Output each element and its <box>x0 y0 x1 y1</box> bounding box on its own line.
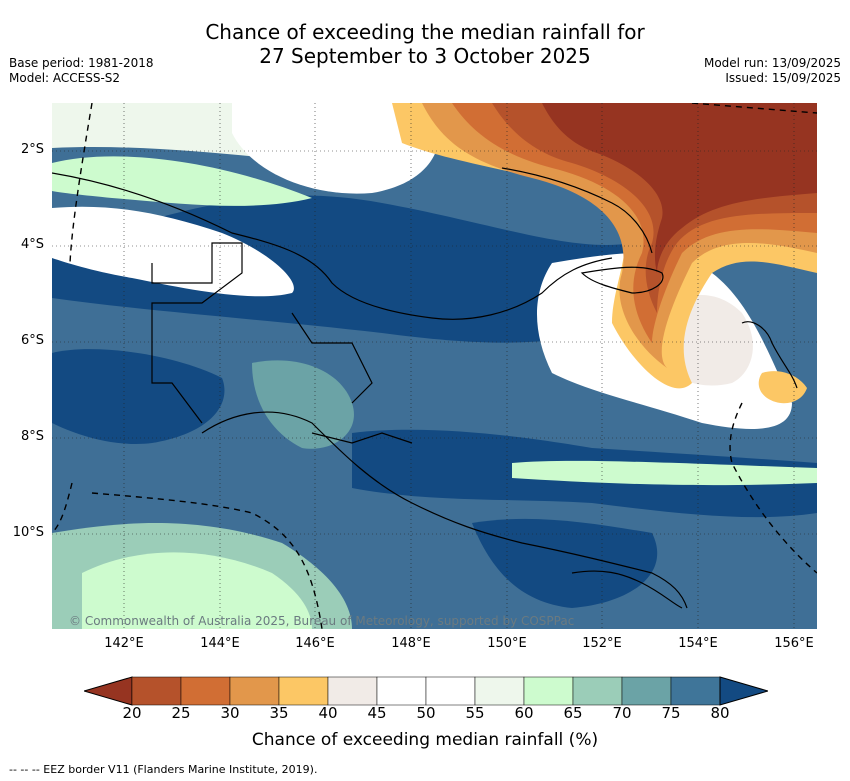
lon-label-146e: 146°E <box>295 636 335 651</box>
colorbar-tick-label: 45 <box>367 704 387 722</box>
new-ireland <box>501 167 653 254</box>
new-britain <box>580 266 664 294</box>
lon-label-150e: 150°E <box>487 636 527 651</box>
lon-label-156e: 156°E <box>774 636 814 651</box>
eez-border <box>52 103 817 629</box>
lon-label-154e: 154°E <box>678 636 718 651</box>
base-period: Base period: 1981-2018 <box>9 56 154 70</box>
copyright-credit: © Commonwealth of Australia 2025, Bureau… <box>69 614 575 628</box>
band-light-green-west <box>52 156 312 206</box>
lat-label-6s: 6°S <box>20 333 44 348</box>
colorbar-tick-label: 80 <box>710 704 730 722</box>
colorbar-tick-label: 30 <box>220 704 240 722</box>
lon-label-142e: 142°E <box>104 636 144 651</box>
colorbar-tick-label: 70 <box>612 704 632 722</box>
lon-label-148e: 148°E <box>391 636 431 651</box>
map-canvas <box>52 103 817 629</box>
band-60-65 <box>82 552 312 629</box>
new-guinea-north-coast <box>52 172 613 320</box>
colorbar-tick-label: 35 <box>269 704 289 722</box>
colorbar-tick-label: 75 <box>661 704 681 722</box>
colorbar-label: Chance of exceeding median rainfall (%) <box>251 730 599 750</box>
band-white-north <box>232 103 440 194</box>
colorbar-cell <box>376 676 427 706</box>
new-guinea-south-coast <box>201 411 688 609</box>
title-line-2: 27 September to 3 October 2025 <box>259 44 591 68</box>
lat-label-2s: 2°S <box>20 142 44 157</box>
colorbar-arrow-high <box>719 676 768 706</box>
meta-left: Base period: 1981-2018 Model: ACCESS-S2 <box>9 56 154 86</box>
colorbar-tick-label: 50 <box>416 704 436 722</box>
band-75-80-west <box>52 349 225 444</box>
colorbar-cell <box>131 676 182 706</box>
colorbar-cell <box>327 676 378 706</box>
lat-label-8s: 8°S <box>20 429 44 444</box>
band-below-20 <box>542 103 817 273</box>
meta-right: Model run: 13/09/2025 Issued: 15/09/2025 <box>704 56 841 86</box>
issued-date: Issued: 15/09/2025 <box>725 71 841 85</box>
colorbar-tick-label: 25 <box>171 704 191 722</box>
colorbar <box>84 676 768 706</box>
eez-footnote: -- -- -- EEZ border V11 (Flanders Marine… <box>9 763 318 776</box>
coastlines <box>52 167 798 609</box>
colorbar-cell <box>670 676 721 706</box>
model-name: Model: ACCESS-S2 <box>9 71 121 85</box>
colorbar-tick-label: 40 <box>318 704 338 722</box>
louisiade <box>571 570 683 609</box>
province-borders <box>151 242 413 444</box>
rainfall-map <box>52 103 817 629</box>
band-75-80-south2 <box>472 518 658 608</box>
colorbar-tick-label: 65 <box>563 704 583 722</box>
title-line-1: Chance of exceeding the median rainfall … <box>205 20 645 44</box>
lon-label-152e: 152°E <box>582 636 622 651</box>
colorbar-tick-label: 20 <box>122 704 142 722</box>
colorbar-cell <box>621 676 672 706</box>
colorbar-cell <box>523 676 574 706</box>
colorbar-tick-label: 60 <box>514 704 534 722</box>
colorbar-cell <box>278 676 329 706</box>
band-70-75-green <box>252 360 354 449</box>
colorbar-arrow-low <box>84 676 133 706</box>
colorbar-tick-label: 55 <box>465 704 485 722</box>
band-east-dry <box>758 371 807 404</box>
colorbar-cell <box>229 676 280 706</box>
band-white-west <box>52 206 294 297</box>
lat-label-4s: 4°S <box>20 237 44 252</box>
map-title: Chance of exceeding the median rainfall … <box>0 20 850 68</box>
colorbar-cell <box>180 676 231 706</box>
colorbar-cell <box>425 676 476 706</box>
colorbar-cell <box>474 676 525 706</box>
model-run: Model run: 13/09/2025 <box>703 56 841 70</box>
bougainville <box>741 321 798 389</box>
lon-label-144e: 144°E <box>200 636 240 651</box>
colorbar-cell <box>572 676 623 706</box>
lat-label-10s: 10°S <box>12 525 44 540</box>
colorbar-cells <box>131 676 721 706</box>
